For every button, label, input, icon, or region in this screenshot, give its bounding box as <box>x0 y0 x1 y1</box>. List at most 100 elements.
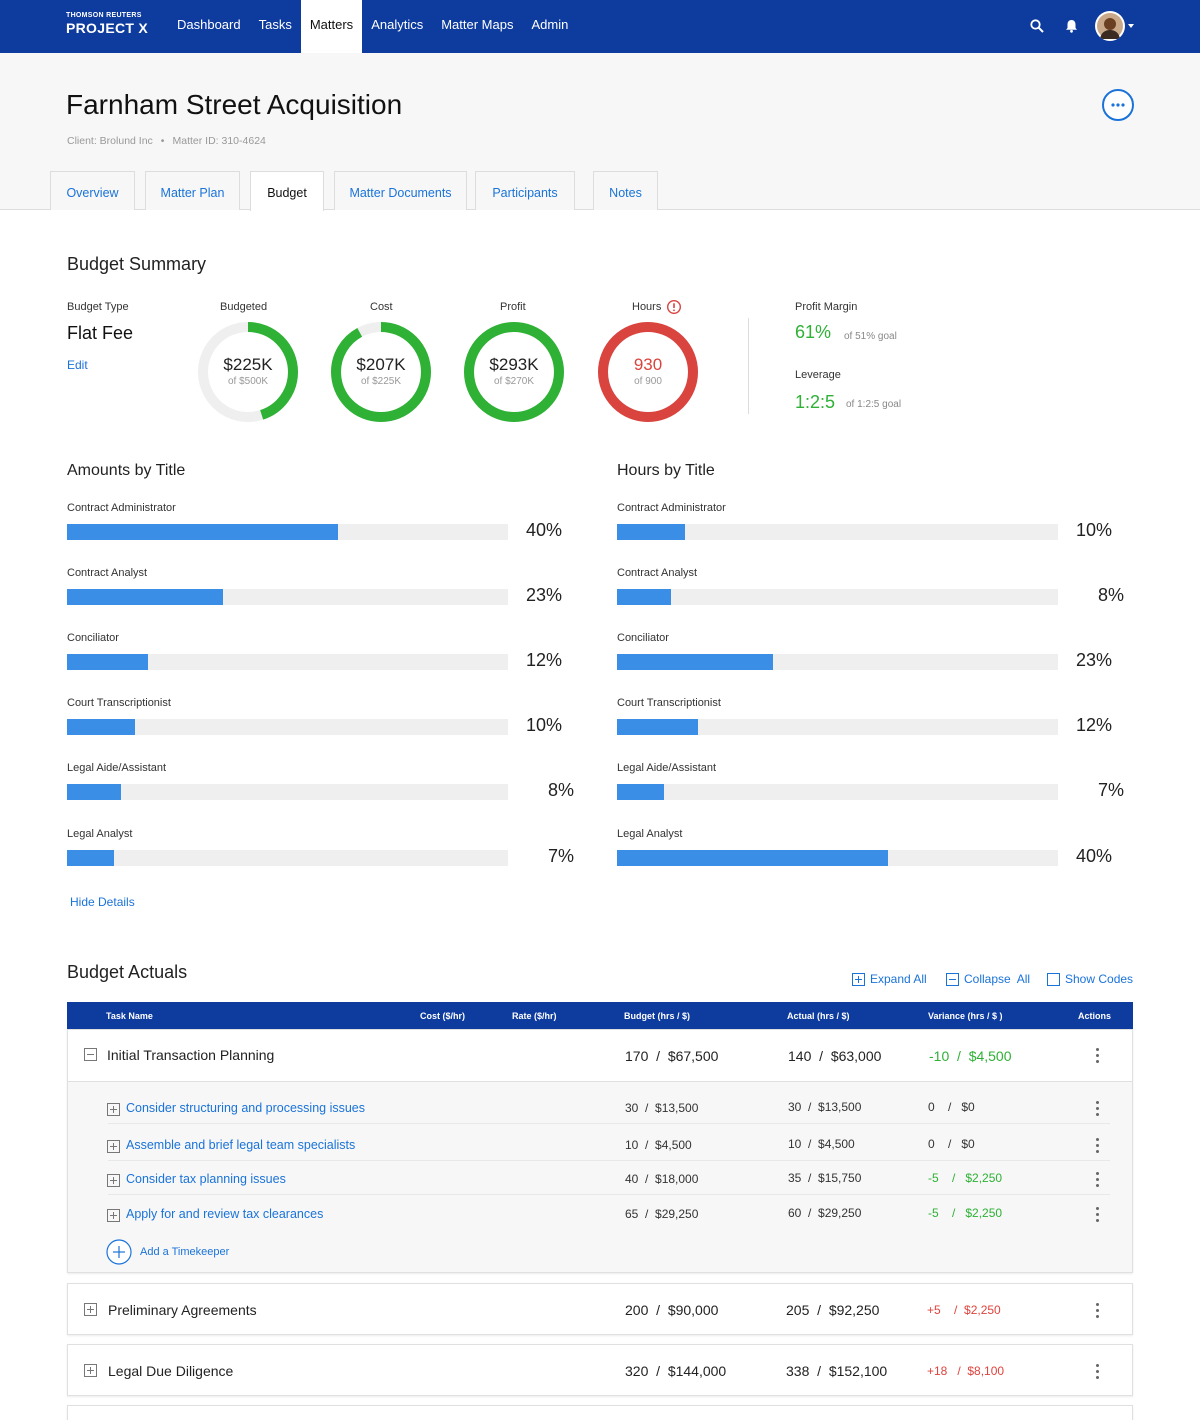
bar-fill <box>617 654 773 670</box>
actual-amt: $152,100 <box>828 1363 888 1379</box>
show-codes-checkbox[interactable]: Show Codes <box>1047 972 1133 986</box>
variance-amt: $8,100 <box>967 1364 1005 1378</box>
expand-icon[interactable] <box>107 1103 120 1116</box>
tab-notes[interactable]: Notes <box>593 171 658 210</box>
variance-amt: $2,250 <box>965 1206 1003 1220</box>
bar-label: Contract Analyst <box>617 567 698 579</box>
subtask-name-link[interactable]: Assemble and brief legal team specialist… <box>126 1138 356 1152</box>
edit-budget-type-link[interactable]: Edit <box>67 358 88 372</box>
donut-label-profit: Profit <box>500 301 526 313</box>
actual-hrs: 10 <box>788 1137 802 1151</box>
budget-cell: 170 / $67,500 <box>625 1048 719 1064</box>
bar-track <box>617 654 1058 670</box>
expand-all-button[interactable]: Expand All <box>852 972 927 986</box>
bar-track <box>67 524 508 540</box>
actual-amt: $92,250 <box>828 1302 880 1318</box>
table-row[interactable]: Assemble and brief legal team specialist… <box>68 1127 1132 1161</box>
tab-overview[interactable]: Overview <box>50 171 135 210</box>
warning-icon[interactable] <box>666 299 682 315</box>
budget-cell: 320 / $144,000 <box>625 1363 727 1379</box>
expand-icon[interactable] <box>107 1174 120 1187</box>
bar-label: Court Transcriptionist <box>67 697 171 709</box>
task-name: Initial Transaction Planning <box>107 1047 275 1063</box>
table-row[interactable]: Initial Transaction Planning 170 / $67,5… <box>68 1030 1134 1081</box>
budget-amt: $144,000 <box>667 1363 727 1379</box>
variance-amt: $0 <box>961 1100 975 1114</box>
nav-item-matter-maps[interactable]: Matter Maps <box>441 17 514 32</box>
more-options-button[interactable] <box>1102 89 1134 121</box>
hide-details-link[interactable]: Hide Details <box>70 895 135 909</box>
bar-track <box>67 719 508 735</box>
budget-hrs: 200 <box>625 1302 649 1318</box>
add-timekeeper-button[interactable]: Add a Timekeeper <box>106 1239 229 1265</box>
expand-icon[interactable] <box>84 1303 97 1316</box>
nav-item-matters[interactable]: Matters <box>300 0 363 53</box>
row-divider <box>108 1194 1110 1195</box>
budget-amt: $67,500 <box>667 1048 719 1064</box>
bar-fill <box>67 524 338 540</box>
tab-participants[interactable]: Participants <box>475 171 575 210</box>
brand-logo[interactable]: THOMSON REUTERS PROJECT X <box>66 12 148 36</box>
budget-amt: $90,000 <box>667 1302 719 1318</box>
col-budget: Budget (hrs / $) <box>624 1011 691 1021</box>
bar-fill <box>617 524 685 540</box>
variance-hrs: 0 <box>928 1100 935 1114</box>
bar-label: Contract Administrator <box>617 502 726 514</box>
subtask-name-link[interactable]: Apply for and review tax clearances <box>126 1207 324 1221</box>
bar-fill <box>67 589 223 605</box>
row-divider <box>108 1160 1110 1161</box>
subtask-name-link[interactable]: Consider structuring and processing issu… <box>126 1101 366 1115</box>
table-row[interactable]: Preliminary Agreements 200 / $90,000 205… <box>68 1284 1134 1336</box>
bar-percent: 8% <box>1097 585 1124 605</box>
nav-item-tasks[interactable]: Tasks <box>258 17 292 32</box>
chevron-down-icon[interactable] <box>1128 24 1134 28</box>
nav-item-dashboard[interactable]: Dashboard <box>177 17 241 32</box>
table-row[interactable]: Consider tax planning issues 40 / $18,000… <box>68 1161 1132 1195</box>
actual-amt: $63,000 <box>830 1048 882 1064</box>
table-row[interactable]: Consider structuring and processing issu… <box>68 1090 1132 1124</box>
table-header: Task Name Cost ($/hr) Rate ($/hr) Budget… <box>67 1002 1133 1029</box>
collapse-all-button[interactable]: Collapse All <box>946 972 1030 986</box>
expand-icon[interactable] <box>107 1209 120 1222</box>
actual-cell: 30 / $13,500 <box>788 1100 862 1114</box>
row-divider <box>108 1123 1110 1124</box>
donut-arc <box>331 322 431 422</box>
ellipsis-icon <box>1111 103 1125 107</box>
bar-track <box>617 524 1058 540</box>
variance-amt: $4,500 <box>968 1048 1012 1064</box>
brand-small: THOMSON REUTERS <box>66 12 142 19</box>
row-actions-menu-icon[interactable] <box>1096 1172 1100 1188</box>
bar-percent: 12% <box>1075 715 1112 735</box>
tab-matter-documents[interactable]: Matter Documents <box>334 171 467 210</box>
col-variance: Variance (hrs / $ ) <box>928 1011 1003 1021</box>
collapse-icon[interactable] <box>84 1048 97 1061</box>
tab-budget[interactable]: Budget <box>250 171 324 211</box>
bar-label: Contract Administrator <box>67 502 176 514</box>
donut-cost: $207K of $225K <box>329 320 433 424</box>
actual-cell: 205 / $92,250 <box>786 1302 880 1318</box>
avatar[interactable] <box>1095 11 1125 41</box>
row-actions-menu-icon[interactable] <box>1096 1364 1100 1380</box>
leverage-goal: of 1:2:5 goal <box>846 399 902 410</box>
nav-item-admin[interactable]: Admin <box>531 17 569 32</box>
expand-icon[interactable] <box>107 1140 120 1153</box>
actual-amt: $29,250 <box>818 1206 862 1220</box>
row-actions-menu-icon[interactable] <box>1096 1048 1100 1064</box>
row-actions-menu-icon[interactable] <box>1096 1138 1100 1154</box>
nav-item-analytics[interactable]: Analytics <box>371 17 424 32</box>
subtask-name-link[interactable]: Consider tax planning issues <box>126 1172 286 1186</box>
budget-amt: $4,500 <box>655 1138 692 1152</box>
expand-icon[interactable] <box>84 1364 97 1377</box>
search-icon[interactable] <box>1025 11 1049 41</box>
table-row[interactable]: Legal Due Diligence 320 / $144,000 338 /… <box>68 1345 1134 1397</box>
bell-icon[interactable] <box>1059 11 1083 41</box>
row-actions-menu-icon[interactable] <box>1096 1207 1100 1223</box>
task-name: Preliminary Agreements <box>108 1302 257 1318</box>
budget-type-value: Flat Fee <box>67 323 134 343</box>
tab-matter-plan[interactable]: Matter Plan <box>145 171 240 210</box>
table-row[interactable]: Apply for and review tax clearances 65 / … <box>68 1196 1132 1230</box>
row-actions-menu-icon[interactable] <box>1096 1303 1100 1319</box>
budget-cell: 200 / $90,000 <box>625 1302 719 1318</box>
row-actions-menu-icon[interactable] <box>1096 1101 1100 1117</box>
budget-hrs: 65 <box>625 1207 639 1221</box>
